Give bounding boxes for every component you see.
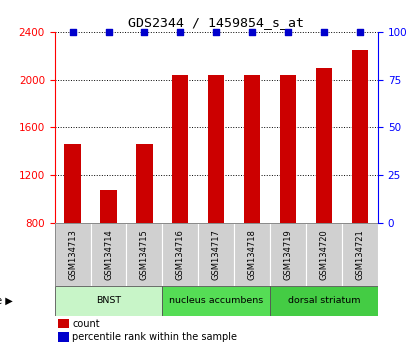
Text: tissue ▶: tissue ▶ — [0, 296, 13, 306]
Bar — [58, 332, 69, 342]
Text: percentile rank within the sample: percentile rank within the sample — [72, 332, 237, 342]
Text: GSM134716: GSM134716 — [176, 229, 185, 280]
Text: GSM134719: GSM134719 — [284, 229, 293, 280]
Text: GSM134713: GSM134713 — [68, 229, 77, 280]
Text: BNST: BNST — [96, 297, 121, 306]
Bar — [270, 286, 378, 316]
Point — [177, 29, 184, 35]
Point — [213, 29, 220, 35]
Bar — [280, 75, 296, 223]
Text: nucleus accumbens: nucleus accumbens — [169, 297, 263, 306]
FancyBboxPatch shape — [126, 223, 163, 286]
FancyBboxPatch shape — [163, 223, 198, 286]
Point — [105, 29, 112, 35]
Bar — [172, 75, 189, 223]
Text: GSM134717: GSM134717 — [212, 229, 221, 280]
Bar — [244, 75, 260, 223]
FancyBboxPatch shape — [91, 223, 126, 286]
Point — [69, 29, 76, 35]
Bar — [136, 144, 152, 223]
FancyBboxPatch shape — [342, 223, 378, 286]
Bar — [65, 144, 81, 223]
Text: dorsal striatum: dorsal striatum — [288, 297, 360, 306]
Text: GSM134721: GSM134721 — [356, 229, 365, 280]
Point — [141, 29, 148, 35]
FancyBboxPatch shape — [306, 223, 342, 286]
Title: GDS2344 / 1459854_s_at: GDS2344 / 1459854_s_at — [128, 16, 304, 29]
Bar — [58, 319, 69, 328]
Bar — [55, 286, 163, 316]
Bar — [316, 68, 332, 223]
Point — [357, 29, 363, 35]
Text: GSM134715: GSM134715 — [140, 229, 149, 280]
Text: GSM134718: GSM134718 — [248, 229, 257, 280]
FancyBboxPatch shape — [270, 223, 306, 286]
FancyBboxPatch shape — [234, 223, 270, 286]
Text: GSM134720: GSM134720 — [320, 229, 328, 280]
Bar — [208, 75, 224, 223]
Point — [249, 29, 256, 35]
Bar — [352, 50, 368, 223]
Bar — [163, 286, 270, 316]
FancyBboxPatch shape — [198, 223, 234, 286]
Text: GSM134714: GSM134714 — [104, 229, 113, 280]
Point — [285, 29, 291, 35]
Text: count: count — [72, 319, 100, 329]
Bar — [100, 190, 117, 223]
Point — [321, 29, 328, 35]
FancyBboxPatch shape — [55, 223, 91, 286]
